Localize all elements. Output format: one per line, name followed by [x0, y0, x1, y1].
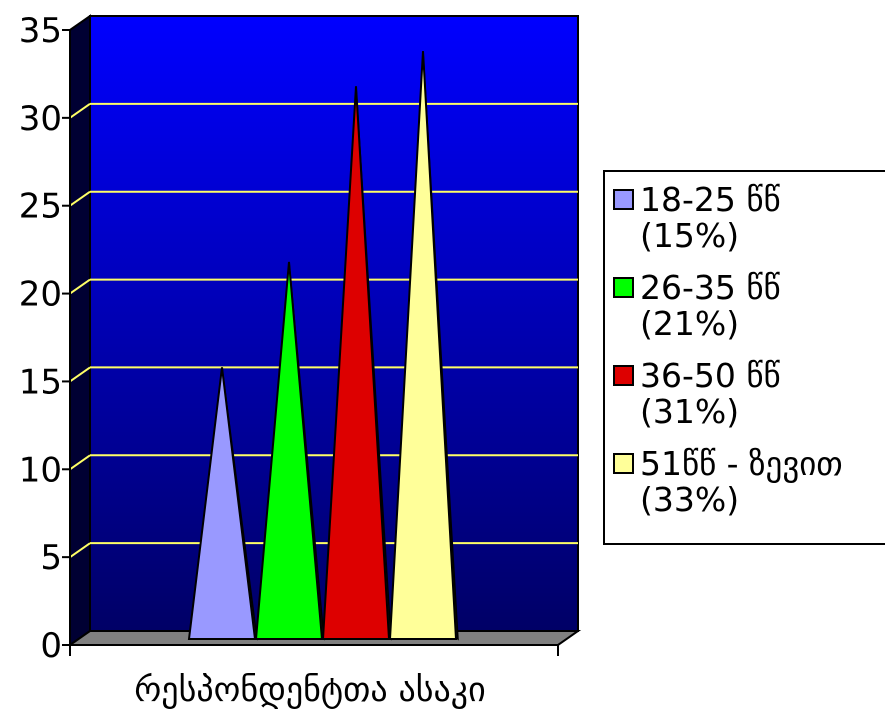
- gridlines: [69, 102, 578, 558]
- legend-item: 18-25 წწ(15%): [613, 180, 781, 255]
- y-tick-label: 35: [19, 11, 62, 51]
- cone-face: [388, 51, 458, 640]
- legend-swatch: [613, 453, 634, 474]
- legend-percent: (33%): [640, 480, 739, 519]
- legend-swatch: [613, 189, 634, 210]
- legend-percent: (15%): [640, 216, 739, 255]
- legend-item: 36-50 წწ(31%): [613, 356, 781, 431]
- legend-percent: (31%): [640, 392, 739, 431]
- gridline-side: [69, 366, 91, 383]
- y-tick-label: 0: [40, 626, 62, 666]
- legend-label: 26-35 წწ: [640, 268, 781, 307]
- y-tick-label: 5: [40, 538, 62, 578]
- x-category-label: რესპონდენტთა ასაკი: [134, 670, 485, 709]
- y-tick-label: 25: [19, 187, 62, 227]
- gridline-side: [69, 190, 91, 207]
- legend-label: 36-50 წწ: [640, 356, 781, 395]
- cone-bar: [388, 51, 459, 641]
- y-tick-label: 20: [19, 275, 62, 315]
- legend-label: 51წწ - ზევით: [640, 444, 843, 483]
- legend: 18-25 წწ(15%) 26-35 წწ(21%) 36-50 წწ(31%) 5…: [603, 170, 885, 545]
- legend-item: 26-35 წწ(21%): [613, 268, 781, 343]
- cone-face: [321, 86, 391, 640]
- gridline-side: [69, 103, 91, 119]
- cone-bar: [187, 367, 258, 641]
- cone-face: [187, 367, 257, 640]
- y-tick-label: 15: [19, 362, 62, 402]
- y-tick-label: 10: [19, 450, 62, 490]
- cone-face: [254, 261, 324, 640]
- gridline-side: [69, 454, 91, 471]
- legend-percent: (21%): [640, 304, 739, 343]
- gridline-side: [69, 542, 91, 558]
- cone-bar: [254, 261, 325, 641]
- legend-item: 51წწ - ზევით(33%): [613, 444, 843, 519]
- y-axis: 0 5 10 15 20 25 30 35: [19, 11, 70, 666]
- cone-bar: [321, 86, 392, 641]
- legend-box: [603, 170, 885, 545]
- gridline-side: [69, 278, 91, 295]
- chart-frame: [66, 14, 582, 656]
- data-series: [187, 51, 459, 641]
- y-tick-label: 30: [19, 99, 62, 139]
- legend-swatch: [613, 365, 634, 386]
- legend-label: 18-25 წწ: [640, 180, 781, 219]
- legend-swatch: [613, 277, 634, 298]
